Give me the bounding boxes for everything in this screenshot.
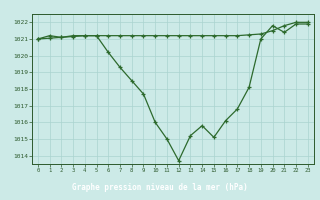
Text: Graphe pression niveau de la mer (hPa): Graphe pression niveau de la mer (hPa) (72, 182, 248, 192)
